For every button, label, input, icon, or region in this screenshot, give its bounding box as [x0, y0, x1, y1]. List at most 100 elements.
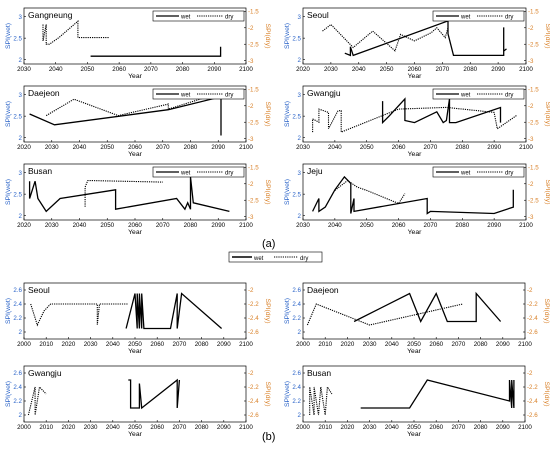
panel-b1-x-tick-label: 2030	[84, 341, 98, 348]
panel-a3-legend-dry-label: dry	[225, 93, 233, 99]
panel-a1-y-left-tick-label: 3	[19, 14, 23, 21]
panel-b4-x-tick-label: 2010	[318, 424, 332, 431]
panel-a2-x-tick-label: 2090	[491, 66, 505, 73]
panel-b1-x-tick-label: 2060	[150, 341, 164, 348]
panel-a5-y-left-axis-label: SPI(wet)	[5, 179, 12, 205]
shared-legend: wet dry	[228, 251, 323, 263]
panel-a4-x-tick-label: 2090	[487, 144, 501, 151]
panel-a6-y-right-tick-label: -2.5	[528, 197, 539, 204]
panel-a2-x-axis-label: Year	[408, 73, 422, 80]
panel-a4-x-tick-label: 2070	[424, 144, 438, 151]
panel-a3-y-right-tick-label: -2	[248, 103, 254, 110]
panel-a5: 2020 2030 2040 2050 2060 2070 2080 2090 2100 2 2.5…	[5, 163, 271, 236]
panel-a2-y-right-tick-label: -3	[528, 58, 534, 65]
panel-a3-y-left-tick-label: 3	[19, 92, 23, 99]
panel-a2-y-right-tick-label: -1.5	[528, 8, 539, 15]
panel-a1-legend-dry-label: dry	[225, 15, 233, 21]
panel-a3-x-tick-label: 2030	[45, 144, 59, 151]
panel-b4-y-left-tick-label: 2.2	[292, 398, 301, 405]
panel-b4-x-tick-label: 2090	[496, 424, 510, 431]
panel-a6-x-tick-label: 2080	[455, 222, 469, 229]
panel-a5-x-tick-label: 2070	[156, 222, 170, 229]
panel-a5-x-tick-label: 2090	[211, 222, 225, 229]
panel-a5-y-left-tick-label: 3	[19, 170, 23, 177]
panel-b3-title: Gwangju	[28, 368, 62, 378]
panel-b3-y-left-tick-label: 2.2	[13, 398, 22, 405]
panel-b2-y-left-axis-label: SPI(wet)	[284, 298, 291, 324]
panel-b3-x-tick-label: 2100	[239, 424, 253, 431]
panel-a2-y-right-tick-label: -2.5	[528, 41, 539, 48]
panel-b2-x-tick-label: 2100	[518, 341, 532, 348]
panel-a5-legend-box	[152, 166, 245, 178]
panel-b3-x-tick-label: 2030	[84, 424, 98, 431]
panel-a5-y-right-tick-label: -1.5	[248, 164, 259, 171]
panel-a5-x-tick-label: 2080	[184, 222, 198, 229]
panel-b2-x-tick-label: 2020	[341, 341, 355, 348]
panel-b2-series-dry-line	[306, 303, 463, 326]
panel-a2-y-left-tick-label: 2	[298, 57, 302, 64]
panel-a5-x-tick-label: 2100	[239, 222, 253, 229]
panel-b3-y-left-tick-label: 2.4	[13, 384, 22, 391]
panel-a3-x-tick-label: 2090	[211, 144, 225, 151]
panel-a3-y-right-tick-label: -2.5	[248, 119, 259, 126]
panel-b2-series-wet-line	[353, 291, 502, 324]
panel-a4-y-right-tick-label: -2.5	[528, 119, 539, 126]
panel-a1: 2030 2040 2050 2060 2070 2080 2090 2100 2 2.5 3 -1.…	[5, 7, 271, 80]
panel-a4-x-tick-label: 2040	[328, 144, 342, 151]
panel-a1-y-right-axis-label: SPI(dry)	[264, 24, 271, 49]
panel-b4-x-tick-label: 2030	[363, 424, 377, 431]
panel-b1-x-tick-label: 2070	[173, 341, 187, 348]
panel-b2-x-axis-label: Year	[407, 348, 421, 355]
panel-b2-x-tick-label: 2030	[363, 341, 377, 348]
panel-b3-x-tick-label: 2010	[39, 424, 53, 431]
panel-a3-x-tick-label: 2060	[128, 144, 142, 151]
panel-a6-y-left-tick-label: 2	[298, 213, 302, 220]
panel-a5-x-tick-label: 2030	[45, 222, 59, 229]
panel-a2-legend-dry-label: dry	[505, 15, 513, 21]
panel-a4-legend-box	[432, 88, 525, 100]
panel-b4-y-left-axis-label: SPI(wet)	[284, 381, 291, 407]
panel-b2-x-tick-label: 2010	[318, 341, 332, 348]
panel-a1-plot-frame	[23, 7, 247, 65]
panel-a4-legend-dry-label: dry	[505, 93, 513, 99]
panel-a3-series-wet-line	[29, 95, 222, 136]
panel-a6-x-tick-label: 2060	[392, 222, 406, 229]
panel-a3-x-tick-label: 2100	[239, 144, 253, 151]
panel-b1-plot-frame	[23, 282, 247, 340]
panel-b1-series-wet-line	[125, 292, 223, 330]
panel-a4-y-right-tick-label: -3	[528, 136, 534, 143]
panel-b4-plot-frame	[302, 365, 526, 423]
panel-a3-x-tick-label: 2040	[73, 144, 87, 151]
panel-a6-y-right-axis-label: SPI(dry)	[544, 180, 550, 205]
panel-b2-y-right-tick-label: -2.2	[527, 301, 538, 308]
panel-a4-plot-frame	[302, 85, 527, 143]
panel-a3-x-tick-label: 2070	[156, 144, 170, 151]
panel-a1-legend-box	[152, 10, 245, 22]
panel-a6-y-right-tick-label: -1.5	[528, 164, 539, 171]
panel-b3: 2000 2010 2020 2030 2040 2050 2060 2070 2080 2090…	[5, 365, 271, 438]
panel-a3-y-left-tick-label: 2.5	[13, 113, 22, 120]
panel-b4-series-dry-line	[309, 385, 333, 416]
panel-b1-x-tick-label: 2100	[239, 341, 253, 348]
panel-a4-x-tick-label: 2080	[455, 144, 469, 151]
panel-a4-x-tick-label: 2030	[296, 144, 310, 151]
panel-a6-legend-wet-label: wet	[460, 171, 471, 177]
panel-a4-series-dry-line	[312, 106, 517, 133]
panel-a5-legend-wet-label: wet	[180, 171, 191, 177]
panel-b2-y-right-tick-label: -2.6	[527, 329, 538, 336]
panel-b3-x-tick-label: 2070	[173, 424, 187, 431]
panel-a6-title: Jeju	[307, 166, 323, 176]
panel-a1-y-left-tick-label: 2	[19, 57, 23, 64]
panel-a5-series-wet-line	[28, 176, 230, 213]
panel-b1-x-axis-label: Year	[128, 348, 142, 355]
panel-b1-y-right-tick-label: -2.4	[248, 315, 259, 322]
panel-b3-y-left-tick-label: 2	[19, 412, 23, 419]
panel-b3-x-tick-label: 2040	[106, 424, 120, 431]
panel-b3-y-right-tick-label: -2.4	[248, 398, 259, 405]
panel-a6-x-tick-label: 2100	[519, 222, 533, 229]
panel-a3-legend-box	[152, 88, 245, 100]
panel-b2-y-left-tick-label: 2.4	[292, 301, 301, 308]
panel-b1-y-left-tick-label: 2	[19, 329, 23, 336]
panel-a3-x-tick-label: 2020	[17, 144, 31, 151]
panel-b4-x-tick-label: 2100	[518, 424, 532, 431]
